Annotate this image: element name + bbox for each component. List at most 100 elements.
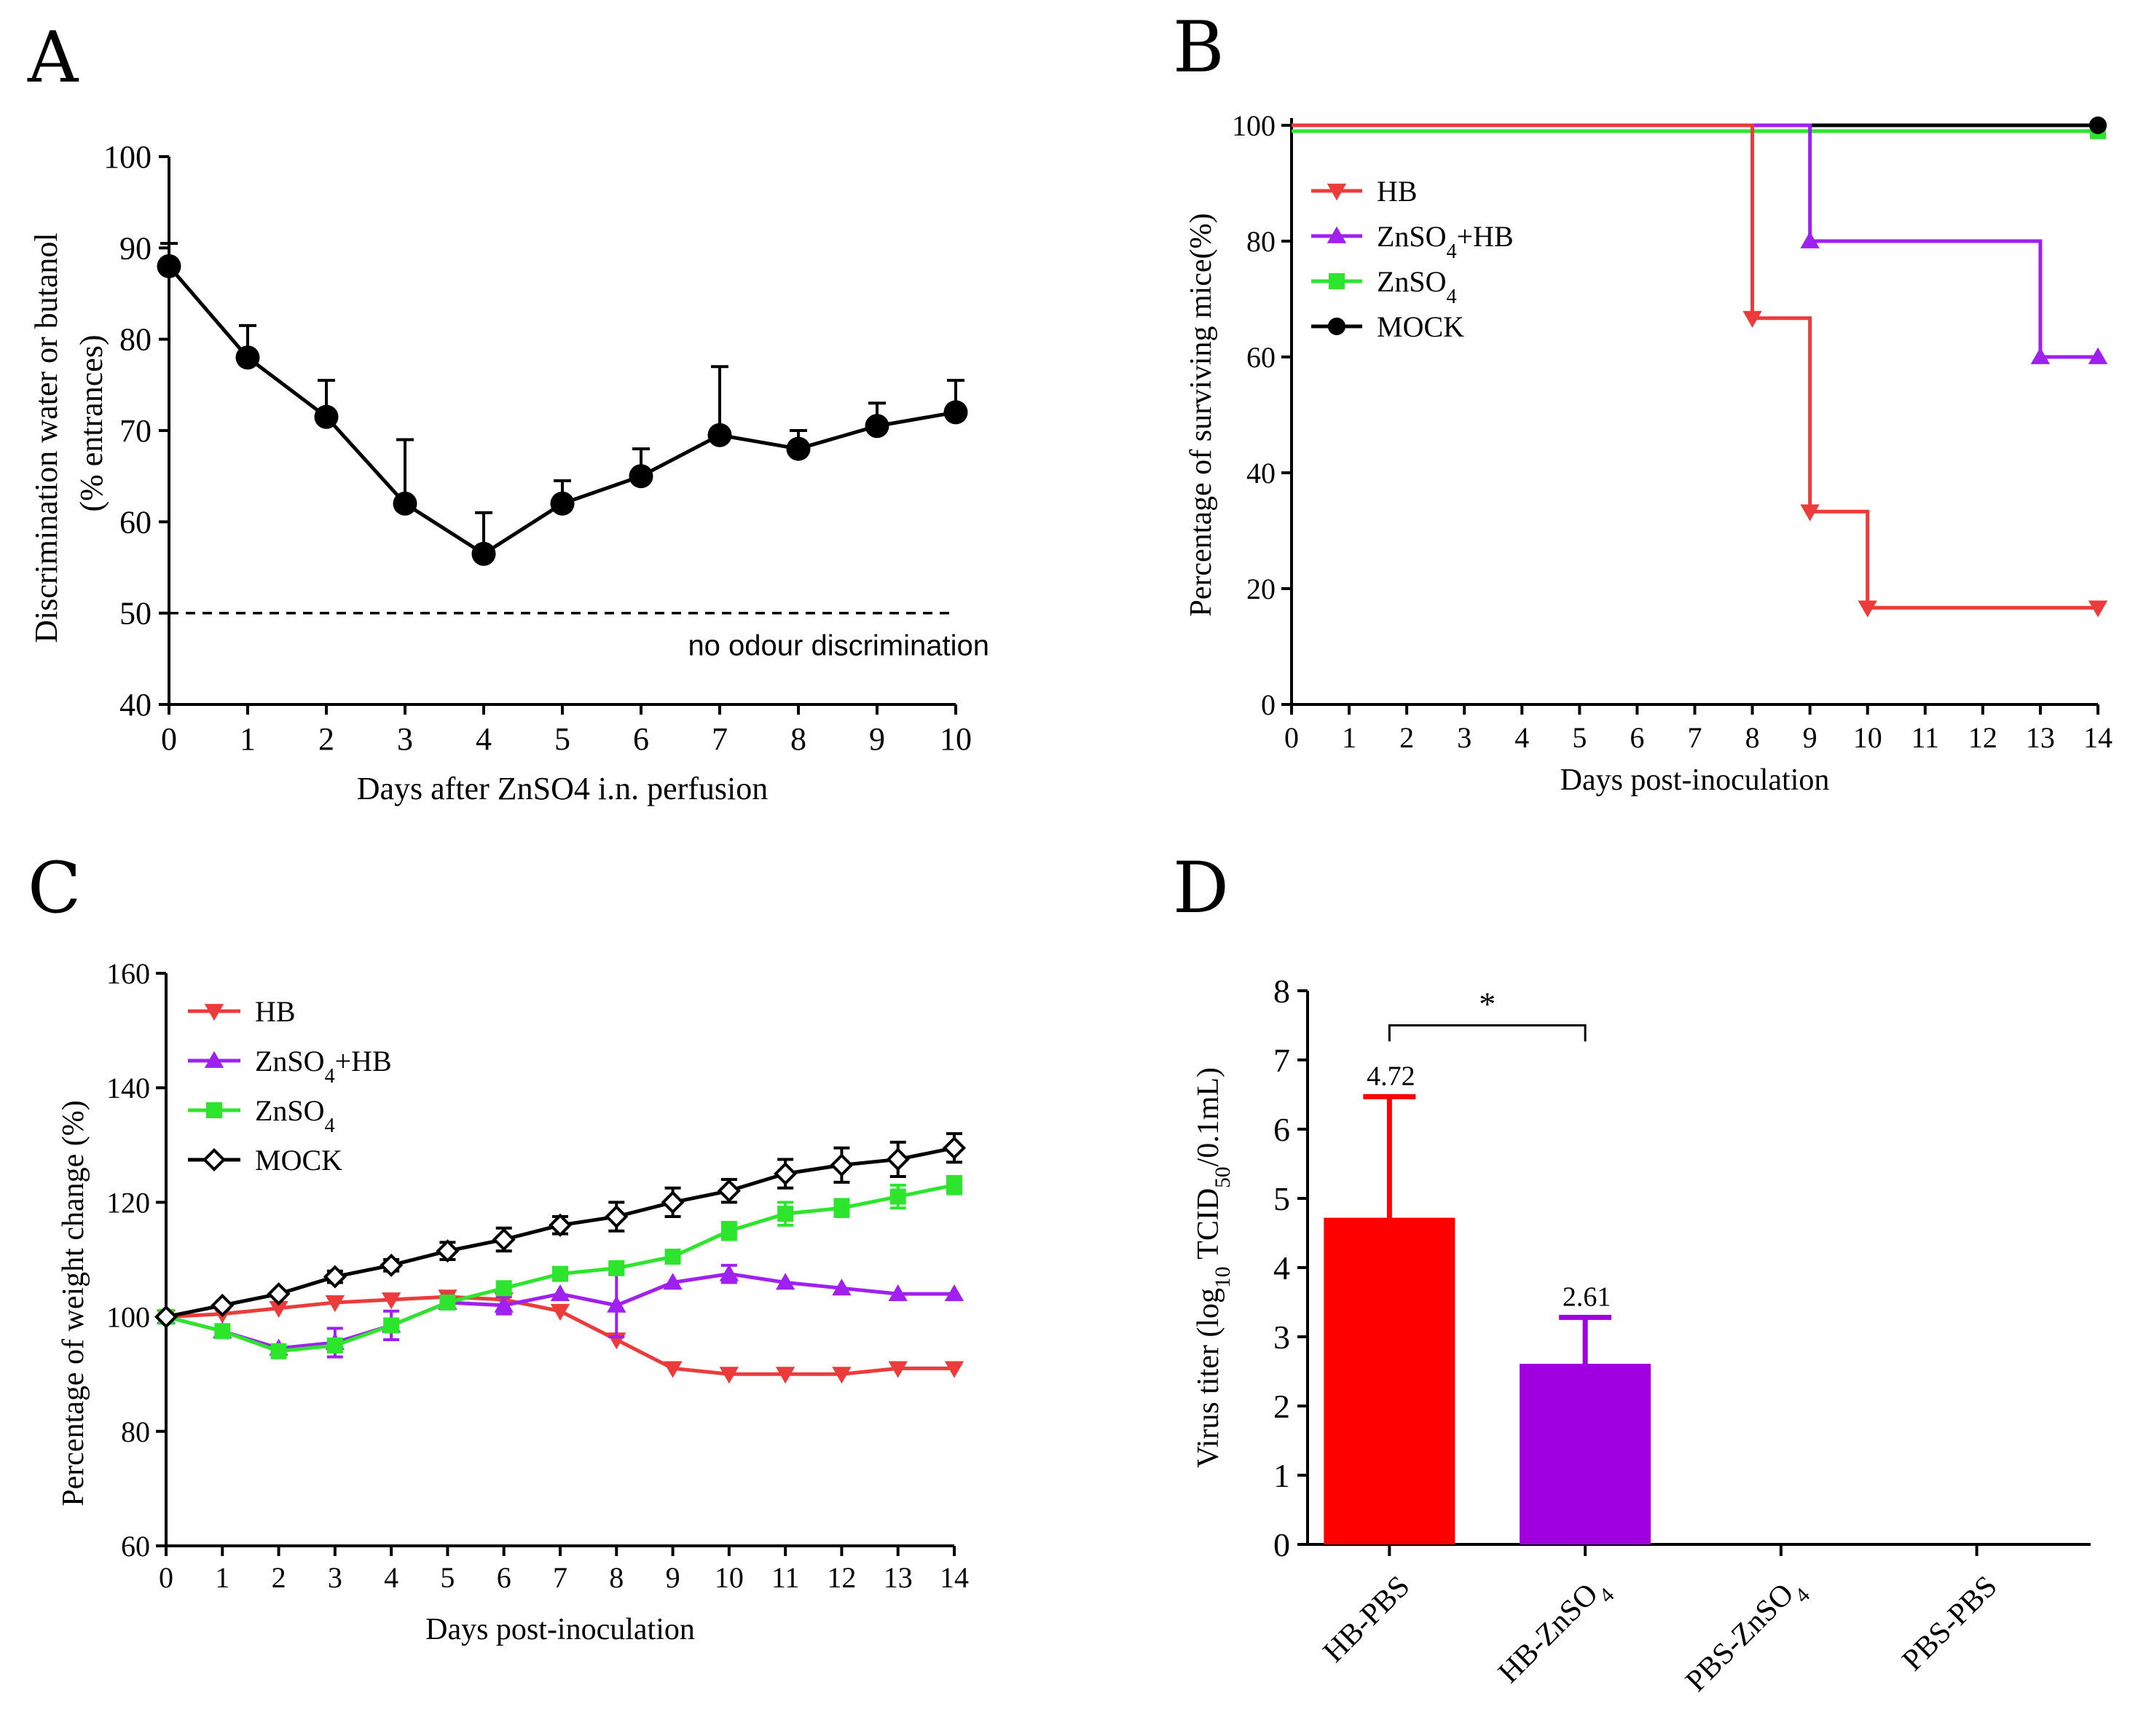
x-tick-label: 8 [1745, 721, 1760, 754]
x-tick-label: 1 [215, 1561, 229, 1594]
y-axis-label: Percentage of weight change (%) [57, 1100, 90, 1506]
bar [1324, 1217, 1455, 1544]
data-point [495, 1280, 512, 1297]
x-tick-label: 8 [790, 721, 806, 757]
data-point [267, 1282, 291, 1306]
data-point [944, 1284, 964, 1302]
legend-label: MOCK [255, 1144, 342, 1177]
subscript: 4 [325, 1065, 335, 1088]
text-span: ZnSO [255, 1094, 325, 1127]
data-point [833, 1200, 850, 1217]
legend-label: HB [1377, 175, 1418, 208]
y-tick-label: 160 [106, 957, 150, 990]
data-point [235, 345, 260, 370]
data-point [550, 1284, 570, 1302]
data-point [326, 1337, 343, 1354]
x-tick-label: 5 [440, 1561, 455, 1594]
y-tick-label: 120 [106, 1186, 150, 1219]
data-point [270, 1343, 287, 1359]
data-point [661, 1190, 685, 1214]
x-tick-label: 9 [666, 1561, 680, 1594]
data-point [550, 1303, 570, 1321]
y-tick-label: 80 [1246, 225, 1276, 258]
x-tick-label: 10 [1853, 721, 1882, 754]
legend-label: ZnSO4 [1377, 265, 1457, 308]
survival-line [1292, 123, 2098, 610]
data-point [380, 1253, 404, 1277]
reference-line-label: no odour discrimination [688, 630, 989, 662]
text-span: HB [255, 995, 296, 1028]
data-point [830, 1153, 854, 1177]
data-point [552, 1265, 568, 1282]
y-tick-label: 60 [119, 504, 152, 540]
y-tick-label: 40 [1246, 457, 1276, 490]
survival-marker [1800, 231, 1820, 248]
x-tick-label: 2 [318, 721, 334, 757]
x-tick-label: 5 [554, 721, 570, 757]
y-tick-label: 100 [1232, 109, 1276, 142]
x-tick-label: 10 [940, 721, 972, 757]
panel-letter-a: A [27, 17, 79, 98]
text-span: HB [1377, 175, 1418, 208]
y-tick-label: 3 [1273, 1319, 1290, 1356]
panel-letter-c: C [28, 847, 81, 929]
x-tick-label: 9 [869, 721, 885, 757]
survival-marker [2088, 600, 2108, 618]
y-tick-label: 1 [1273, 1457, 1290, 1494]
data-point [944, 1361, 964, 1378]
x-tick-label: 2 [272, 1561, 286, 1594]
x-tick-label: 7 [712, 721, 728, 757]
data-point [550, 491, 575, 516]
data-point [719, 1367, 739, 1384]
y-tick-label: 50 [119, 596, 152, 632]
data-point [943, 400, 968, 425]
x-category-label: PBS-ZnSO4 [1679, 1569, 1815, 1705]
survival-marker [2088, 116, 2107, 135]
x-axis-label: Days after ZnSO4 i.n. perfusion [357, 771, 769, 806]
x-tick-label: 6 [497, 1561, 511, 1594]
data-point [393, 491, 417, 516]
data-point [664, 1249, 681, 1265]
data-point [605, 1205, 629, 1229]
y-axis-label-sub: (% entrances) [74, 334, 109, 511]
y-tick-label: 70 [119, 413, 152, 449]
x-tick-label: 13 [884, 1561, 913, 1594]
y-tick-label: 100 [103, 139, 152, 175]
x-tick-label: 14 [940, 1561, 969, 1594]
data-point [720, 1222, 737, 1239]
legend-label: ZnSO4 [255, 1094, 335, 1137]
data-point [269, 1300, 288, 1319]
x-tick-label: 6 [633, 721, 649, 757]
survival-marker [1800, 504, 1820, 522]
data-point [629, 464, 653, 489]
legend-marker [202, 1147, 227, 1172]
data-point [608, 1260, 625, 1276]
data-point [494, 1295, 514, 1313]
x-tick-label: 4 [476, 721, 492, 757]
text-span: Virus titer (log [1192, 1288, 1225, 1468]
y-axis-label: Discrimination water or butanol [28, 232, 64, 643]
data-point [717, 1179, 741, 1203]
data-point [865, 414, 889, 439]
y-tick-label: 20 [1246, 573, 1276, 605]
legend-marker [1329, 273, 1345, 289]
y-axis-label: Virus titer (log10 TCID50/0.1mL) [1192, 1067, 1235, 1468]
data-point [314, 404, 339, 429]
x-tick-label: 10 [715, 1561, 744, 1594]
text-span: ZnSO [255, 1045, 325, 1077]
text-span: +HB [335, 1045, 392, 1077]
x-tick-label: 14 [2083, 721, 2113, 754]
y-tick-label: 100 [106, 1301, 150, 1334]
data-point [832, 1367, 852, 1384]
x-tick-label: 0 [161, 721, 177, 757]
legend-label: ZnSO4+HB [1377, 220, 1514, 263]
x-tick-label: 1 [240, 721, 256, 757]
y-tick-label: 90 [119, 230, 152, 266]
legend-marker [1327, 317, 1346, 336]
x-tick-label: 2 [1399, 721, 1414, 754]
data-point [607, 1295, 626, 1313]
x-tick-label: 5 [1572, 721, 1587, 754]
x-tick-label: 4 [384, 1561, 398, 1594]
